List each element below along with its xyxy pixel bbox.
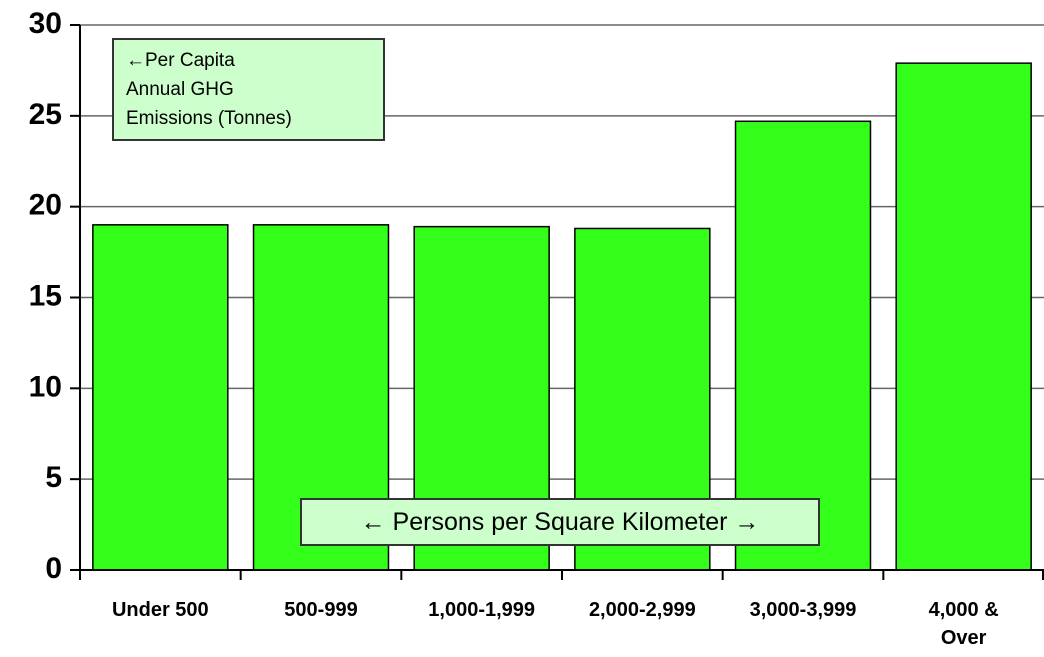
x-tick-label: 3,000-3,999 [749,599,857,621]
x-tick-label: 4,000 & Over [928,599,999,649]
y-tick-label: 20 [29,189,62,222]
y-tick-label: 15 [29,279,62,312]
y-tick-label: 5 [45,461,62,494]
y-tick-label: 30 [29,7,62,40]
annotation: ←Per Capita Annual GHG Emissions (Tonnes… [112,38,385,141]
y-tick-label: 25 [29,98,62,131]
bar [734,120,872,571]
annotation: ← Persons per Square Kilometer → [300,498,820,546]
y-tick-label: 0 [45,552,62,585]
x-tick-label: 500-999 [284,599,358,621]
x-tick-label: 2,000-2,999 [588,599,696,621]
bar [895,62,1032,571]
bar [92,224,229,571]
y-tick-label: 10 [29,370,62,403]
x-tick-label: 1,000-1,999 [428,599,536,621]
x-tick-label: Under 500 [111,599,209,621]
